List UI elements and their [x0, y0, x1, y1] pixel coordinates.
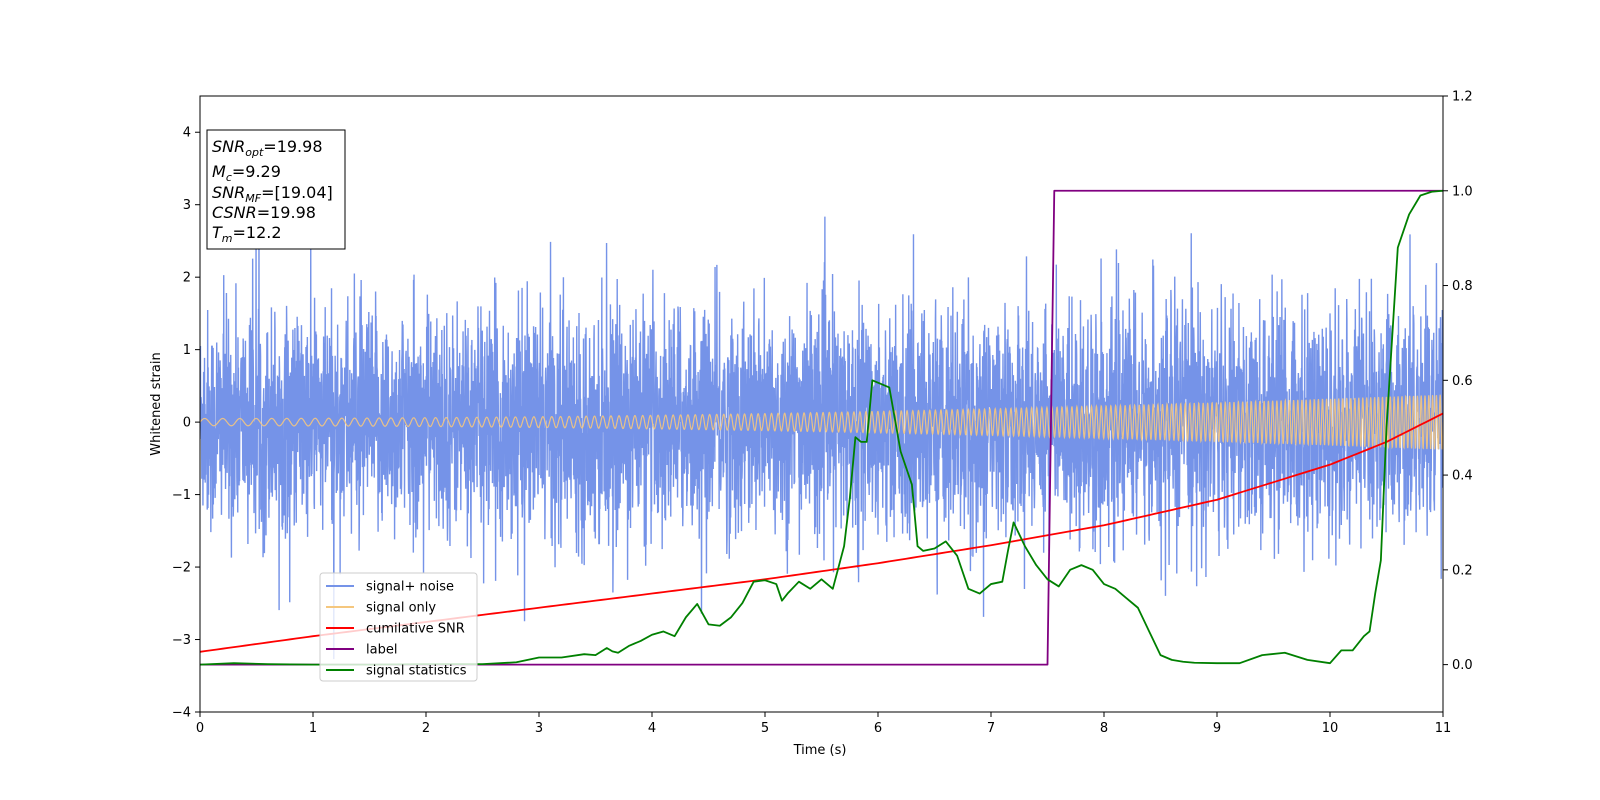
series-signal-only [200, 394, 1443, 450]
info-value: =[19.04] [261, 183, 333, 202]
legend-label: signal only [366, 601, 436, 616]
info-box: SNRopt=19.98Mc=9.29SNRMF=[19.04]CSNR=19.… [206, 129, 346, 250]
y-right-axis-ticks: 0.0 0.2 0.4 0.6 0.8 1.0 1.2 [1443, 90, 1473, 673]
info-value: =12.2 [233, 223, 282, 242]
y-left-tick-label: −2 [172, 561, 191, 576]
x-axis-label: Time (s) [793, 743, 847, 758]
y-left-tick-label: −4 [172, 706, 191, 721]
legend-label: signal+ noise [366, 580, 454, 595]
y-left-tick-label: 0 [183, 416, 191, 431]
y-right-tick-label: 0.2 [1452, 563, 1473, 578]
info-line: CSNR=19.98 [212, 203, 316, 222]
x-tick-label: 3 [535, 721, 543, 736]
y-right-tick-label: 0.6 [1452, 374, 1473, 389]
legend-label: cumilative SNR [366, 622, 465, 637]
legend-items: signal+ noise signal only cumilative SNR la… [326, 580, 467, 679]
info-subscript: c [226, 171, 232, 184]
info-box-frame [206, 129, 346, 250]
y-left-axis-ticks: −4 −3 −2 −1 0 1 2 3 4 [172, 126, 200, 721]
info-symbol: T [212, 223, 223, 242]
x-tick-label: 6 [874, 721, 882, 736]
y-left-tick-label: 2 [183, 271, 191, 286]
info-value: =19.98 [257, 203, 316, 222]
y-right-tick-label: 0.8 [1452, 279, 1473, 294]
x-tick-label: 11 [1435, 721, 1452, 736]
info-subscript: m [222, 232, 233, 245]
y-left-tick-label: 1 [183, 343, 191, 358]
y-left-tick-label: 3 [183, 198, 191, 213]
y-left-tick-label: −3 [172, 633, 191, 648]
x-tick-label: 1 [309, 721, 317, 736]
info-value: =9.29 [232, 162, 281, 181]
y-axis-label: Whitened strain [149, 352, 164, 455]
info-line: SNRMF=[19.04] [212, 183, 333, 205]
x-tick-label: 2 [422, 721, 430, 736]
y-left-tick-label: −1 [172, 488, 191, 503]
legend-label: signal statistics [366, 664, 467, 679]
info-value: =19.98 [263, 137, 322, 156]
plot-frame [199, 95, 1444, 713]
x-tick-label: 4 [648, 721, 656, 736]
info-line: SNRopt=19.98 [212, 137, 323, 159]
info-subscript: opt [245, 146, 264, 159]
legend: signal+ noise signal only cumilative SNR la… [319, 572, 478, 682]
series-label [200, 189, 1443, 666]
info-line: Mc=9.29 [212, 162, 281, 184]
y-right-tick-label: 1.0 [1452, 184, 1473, 199]
x-tick-label: 10 [1322, 721, 1339, 736]
x-tick-label: 7 [987, 721, 995, 736]
info-line: Tm=12.2 [212, 223, 282, 245]
info-symbol: CSNR [212, 203, 257, 222]
legend-frame [319, 572, 478, 682]
info-symbol: SNR [212, 183, 245, 202]
x-tick-label: 0 [196, 721, 204, 736]
y-right-tick-label: 0.0 [1452, 658, 1473, 673]
info-subscript: MF [245, 192, 261, 205]
y-left-tick-label: 4 [183, 126, 191, 141]
y-right-tick-label: 1.2 [1452, 90, 1473, 105]
x-tick-label: 8 [1100, 721, 1108, 736]
series-signal-statistics [200, 189, 1443, 666]
x-tick-label: 9 [1213, 721, 1221, 736]
info-lines: SNRopt=19.98Mc=9.29SNRMF=[19.04]CSNR=19.… [212, 137, 333, 245]
x-axis-ticks: 0 1 2 3 4 5 6 7 8 9 10 11 [196, 712, 1451, 736]
legend-label: label [366, 643, 397, 658]
x-tick-label: 5 [761, 721, 769, 736]
series-signal-noise [200, 213, 1443, 660]
info-symbol: SNR [212, 137, 245, 156]
info-symbol: M [212, 162, 226, 181]
y-right-tick-label: 0.4 [1452, 469, 1473, 484]
